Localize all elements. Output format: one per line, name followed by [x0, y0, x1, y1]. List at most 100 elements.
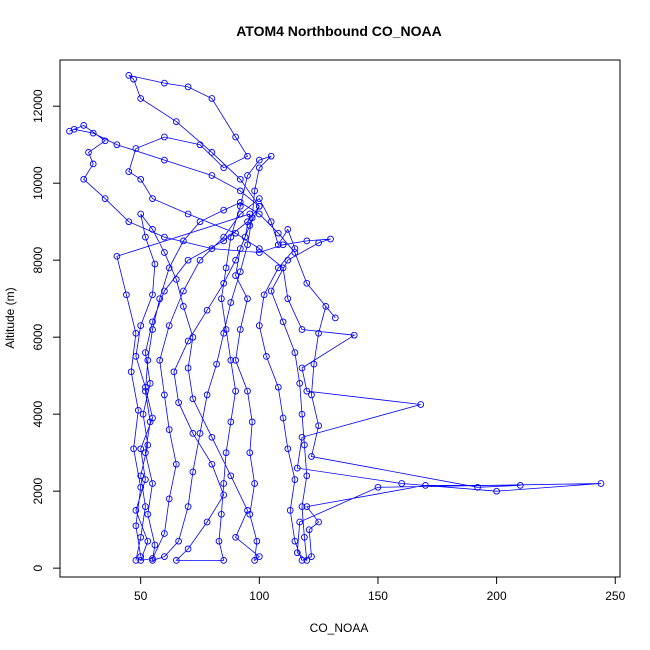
data-point-0-36	[267, 287, 275, 295]
data-point-0-143	[279, 414, 287, 422]
data-point-0-14	[236, 187, 244, 195]
data-point-0-86	[244, 295, 251, 303]
y-tick-label-2: 4000	[31, 400, 45, 427]
data-point-0-6	[146, 380, 154, 387]
data-point-0-142	[274, 383, 282, 391]
data-point-0-147	[291, 537, 299, 545]
data-point-0-154	[516, 482, 524, 489]
data-point-0-161	[322, 303, 330, 310]
data-point-0-7	[142, 349, 149, 356]
data-point-0-52	[293, 464, 301, 472]
data-point-0-116	[137, 445, 145, 453]
data-point-0-141	[263, 353, 270, 360]
data-point-0-187	[203, 391, 211, 399]
data-point-0-206	[227, 418, 235, 426]
data-point-0-182	[161, 553, 168, 560]
data-point-0-220	[184, 337, 192, 345]
data-point-0-114	[142, 383, 149, 391]
data-point-0-24	[89, 160, 97, 168]
data-point-0-9	[161, 287, 168, 295]
data-point-0-212	[172, 557, 180, 564]
data-point-0-1	[137, 533, 145, 541]
data-point-0-112	[137, 322, 145, 329]
data-point-0-133	[255, 195, 263, 202]
data-point-0-128	[165, 322, 173, 329]
data-point-0-81	[236, 175, 244, 183]
data-point-0-59	[284, 295, 292, 303]
data-point-0-162	[331, 314, 339, 322]
data-point-0-169	[196, 218, 204, 226]
data-point-0-163	[303, 279, 311, 287]
data-point-0-84	[236, 245, 244, 252]
data-point-0-105	[172, 276, 180, 283]
y-tick-label-0: 0	[31, 564, 45, 571]
data-point-0-27	[125, 218, 133, 226]
data-point-0-31	[279, 241, 287, 249]
data-point-0-168	[220, 206, 228, 214]
data-point-0-82	[255, 202, 263, 210]
data-point-0-34	[315, 239, 322, 247]
data-point-0-181	[149, 557, 156, 564]
data-point-0-2	[142, 503, 149, 510]
data-point-0-207	[222, 449, 230, 457]
data-point-0-139	[260, 291, 268, 299]
data-point-0-97	[232, 533, 239, 541]
data-point-0-148	[298, 557, 306, 564]
data-point-0-11	[220, 237, 228, 245]
data-point-0-140	[255, 322, 263, 329]
data-point-0-51	[398, 480, 406, 487]
data-point-0-45	[303, 557, 311, 564]
data-point-0-79	[172, 118, 180, 125]
data-point-0-198	[244, 172, 251, 179]
plot-frame	[59, 59, 621, 578]
data-point-0-234	[137, 553, 145, 560]
data-point-0-95	[251, 557, 258, 564]
data-point-0-188	[213, 360, 220, 368]
data-point-0-25	[80, 175, 88, 183]
data-point-0-35	[284, 256, 292, 264]
data-point-0-217	[189, 430, 197, 437]
data-point-0-215	[220, 491, 228, 499]
data-point-0-123	[165, 495, 173, 503]
data-point-0-78	[137, 95, 145, 102]
data-point-0-203	[222, 326, 230, 333]
data-point-0-107	[149, 226, 156, 233]
y-tick-label-1: 2000	[31, 477, 45, 504]
data-point-0-23	[85, 149, 92, 156]
data-point-0-75	[161, 79, 168, 87]
data-point-0-0	[132, 557, 140, 564]
data-point-0-137	[291, 245, 299, 252]
data-point-0-76	[125, 72, 133, 79]
data-point-0-221	[203, 306, 211, 314]
data-point-0-130	[196, 256, 204, 264]
data-point-0-8	[149, 318, 156, 326]
data-point-0-117	[142, 476, 149, 483]
x-tick-label-0: 50	[134, 589, 148, 603]
data-point-0-18	[89, 129, 97, 137]
data-point-0-227	[123, 291, 130, 299]
data-point-0-110	[151, 260, 159, 268]
data-point-0-171	[165, 264, 173, 272]
data-point-0-89	[244, 387, 251, 395]
data-point-0-61	[255, 245, 263, 252]
data-point-0-225	[246, 210, 254, 218]
data-point-0-101	[189, 395, 197, 403]
data-point-0-30	[255, 249, 263, 256]
data-point-0-3	[137, 472, 145, 480]
data-point-0-167	[236, 199, 244, 206]
data-point-0-115	[149, 414, 156, 422]
data-point-0-209	[218, 510, 225, 518]
data-point-0-50	[493, 487, 500, 495]
data-point-0-201	[222, 264, 230, 272]
data-point-0-108	[137, 210, 145, 218]
data-point-0-195	[255, 164, 263, 172]
data-point-0-104	[180, 303, 187, 310]
data-point-0-216	[208, 460, 216, 468]
data-point-0-183	[175, 537, 182, 545]
data-point-0-138	[274, 264, 282, 272]
data-point-0-96	[255, 553, 263, 560]
data-point-0-194	[251, 187, 258, 195]
data-point-0-49	[597, 480, 605, 487]
data-point-0-228	[132, 329, 140, 337]
data-point-0-119	[144, 537, 152, 545]
